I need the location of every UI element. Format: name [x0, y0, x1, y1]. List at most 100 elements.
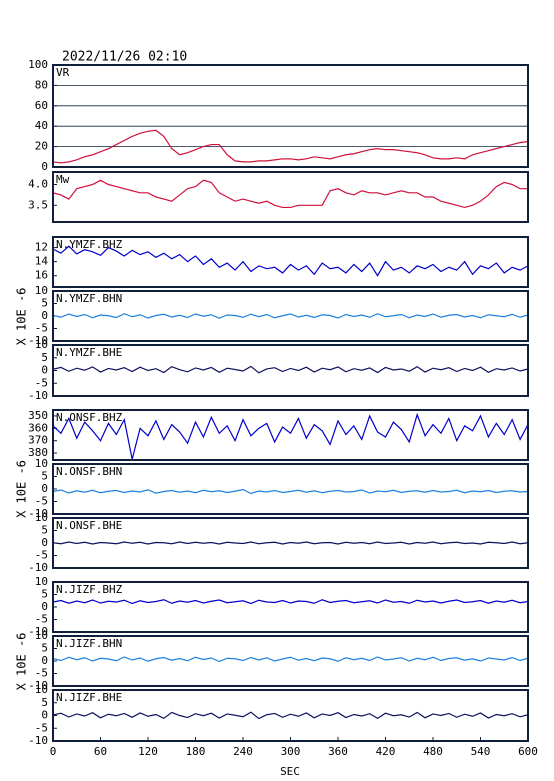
x-tick-label: 600	[518, 745, 538, 758]
panel-frame	[52, 344, 529, 397]
y-tick-label: 12	[35, 241, 48, 254]
panel-label: VR	[56, 66, 70, 79]
waveform	[53, 412, 528, 460]
y-tick-label: 0	[41, 709, 48, 722]
panel-label: N.JIZF.BHE	[56, 691, 122, 704]
y-tick-label: -5	[35, 549, 48, 562]
panel-label: N.ONSF.BHE	[56, 519, 122, 532]
panel-frame	[52, 171, 529, 223]
x-tick-label: 180	[186, 745, 206, 758]
waveform	[53, 656, 528, 663]
panel-frame	[52, 517, 529, 569]
y-tick-label: 10	[35, 457, 48, 470]
panel-label: N.YMZF.BHE	[56, 346, 122, 359]
panel-label: N.YMZF.BHZ	[56, 238, 123, 251]
y-tick-label: 14	[35, 255, 49, 268]
y-tick-label: -5	[35, 495, 48, 508]
panel-frame	[52, 290, 529, 342]
y-tick-label: 16	[35, 269, 48, 282]
x-axis-label: SEC	[280, 765, 300, 778]
waveform	[53, 599, 528, 605]
y-axis-label: X 10E -6	[15, 460, 29, 518]
x-tick-label: 0	[50, 745, 57, 758]
y-tick-label: 10	[35, 575, 48, 588]
y-tick-label: 3.5	[28, 198, 48, 211]
waveform	[53, 365, 528, 374]
y-tick-label: 360	[28, 421, 48, 434]
y-tick-label: 5	[41, 297, 48, 310]
y-tick-label: -10	[28, 734, 48, 747]
y-tick-label: -5	[35, 322, 48, 335]
y-tick-label: 5	[41, 524, 48, 537]
y-tick-label: 380	[28, 446, 48, 459]
chart-title: 2022/11/26 02:10	[62, 50, 187, 65]
x-tick-label: 300	[281, 745, 301, 758]
y-tick-label: 100	[28, 58, 48, 71]
y-tick-label: -5	[35, 376, 48, 389]
panel-frame	[52, 236, 529, 288]
waveform	[53, 313, 528, 319]
waveform	[53, 488, 528, 495]
y-tick-label: 0	[41, 160, 48, 173]
x-tick-label: 360	[328, 745, 348, 758]
panel-frame	[52, 689, 529, 742]
y-tick-label: 5	[41, 696, 48, 709]
panel-frame	[52, 409, 529, 461]
y-tick-label: 40	[35, 119, 48, 132]
panel-label: N.ONSF.BHN	[56, 465, 122, 478]
y-tick-label: 5	[41, 642, 48, 655]
waveform	[53, 711, 528, 720]
x-tick-label: 540	[471, 745, 491, 758]
y-tick-label: -5	[35, 613, 48, 626]
y-tick-label: 10	[35, 511, 48, 524]
x-tick-label: 240	[233, 745, 253, 758]
y-tick-label: 0	[41, 536, 48, 549]
y-tick-label: -10	[28, 679, 48, 692]
y-tick-label: 10	[35, 683, 48, 696]
y-tick-label: -10	[28, 389, 48, 402]
y-tick-label: 350	[28, 409, 48, 422]
panel-frame	[52, 635, 529, 687]
y-tick-label: 20	[35, 140, 48, 153]
y-axis-label: X 10E -6	[15, 633, 29, 691]
y-tick-label: 10	[35, 284, 48, 297]
y-tick-label: 10	[35, 629, 48, 642]
y-tick-label: 5	[41, 470, 48, 483]
x-tick-label: 480	[423, 745, 443, 758]
panel-label: N.YMZF.BHN	[56, 292, 122, 305]
y-tick-label: 5	[41, 588, 48, 601]
waveform	[53, 245, 528, 277]
y-tick-label: 370	[28, 434, 48, 447]
panel-frame	[52, 463, 529, 515]
y-tick-label: 10	[35, 338, 48, 351]
y-tick-label: -10	[28, 561, 48, 574]
x-tick-label: 420	[376, 745, 396, 758]
waveform	[53, 541, 528, 545]
panel-label: N.JIZF.BHZ	[56, 583, 123, 596]
y-tick-label: -5	[35, 667, 48, 680]
y-tick-label: -10	[28, 625, 48, 638]
y-tick-label: 5	[41, 351, 48, 364]
panel-label: N.JIZF.BHN	[56, 637, 122, 650]
y-tick-label: -10	[28, 334, 48, 347]
y-tick-label: 0	[41, 600, 48, 613]
y-tick-label: 80	[35, 78, 48, 91]
panel-frame	[52, 581, 529, 633]
y-axis-label: X 10E -6	[15, 288, 29, 346]
y-tick-label: 4.0	[28, 178, 48, 191]
y-tick-label: 0	[41, 482, 48, 495]
y-tick-label: 0	[41, 364, 48, 377]
panel-label: Mw	[56, 173, 70, 186]
waveform	[53, 129, 528, 164]
x-tick-label: 60	[94, 745, 107, 758]
y-tick-label: 0	[41, 309, 48, 322]
y-tick-label: -5	[35, 721, 48, 734]
x-tick-label: 120	[138, 745, 158, 758]
panel-label: N.ONSF.BHZ	[56, 411, 123, 424]
waveform	[53, 179, 528, 209]
y-tick-label: 0	[41, 654, 48, 667]
panel-frame	[52, 64, 529, 168]
y-tick-label: -10	[28, 507, 48, 520]
